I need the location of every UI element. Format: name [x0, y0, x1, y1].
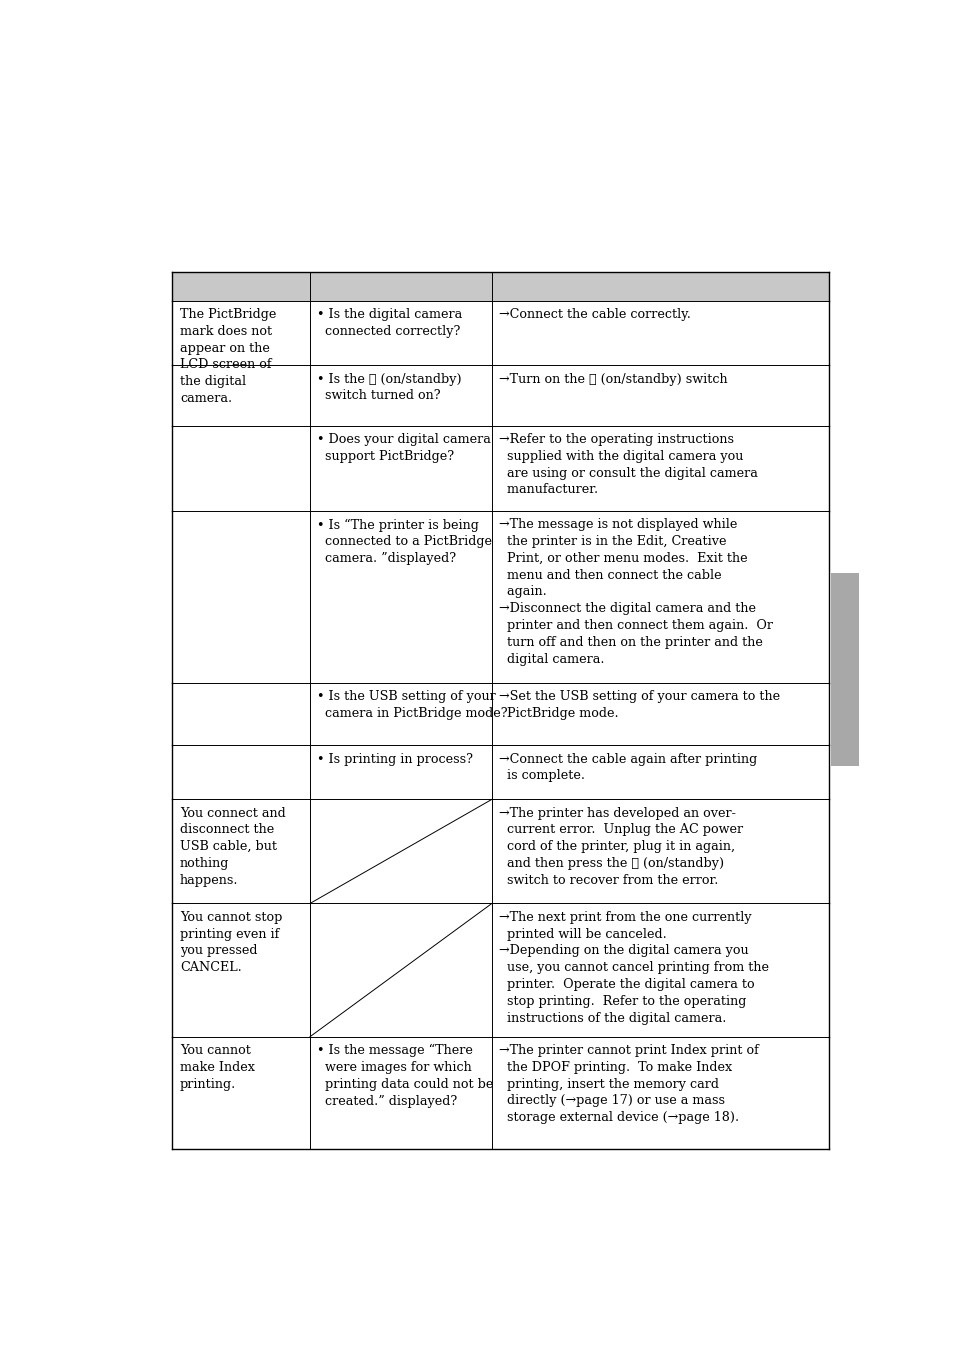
Text: • Is the ⏻ (on/standby)
  switch turned on?: • Is the ⏻ (on/standby) switch turned on…	[317, 373, 461, 403]
Text: • Is “The printer is being
  connected to a PictBridge
  camera. ”displayed?: • Is “The printer is being connected to …	[317, 518, 492, 565]
Text: • Is printing in process?: • Is printing in process?	[317, 753, 473, 765]
Text: →Turn on the ⏻ (on/standby) switch: →Turn on the ⏻ (on/standby) switch	[498, 373, 727, 385]
Text: You cannot stop
printing even if
you pressed
CANCEL.: You cannot stop printing even if you pre…	[180, 911, 282, 975]
Text: →Connect the cable again after printing
  is complete.: →Connect the cable again after printing …	[498, 753, 757, 783]
Text: →The printer has developed an over-
  current error.  Unplug the AC power
  cord: →The printer has developed an over- curr…	[498, 807, 742, 887]
Bar	[172, 272, 828, 300]
Text: • Is the message “There
  were images for which
  printing data could not be
  c: • Is the message “There were images for …	[317, 1044, 494, 1107]
Text: →The message is not displayed while
  the printer is in the Edit, Creative
  Pri: →The message is not displayed while the …	[498, 518, 773, 665]
Text: →Refer to the operating instructions
  supplied with the digital camera you
  ar: →Refer to the operating instructions sup…	[498, 433, 758, 496]
Text: →The printer cannot print Index print of
  the DPOF printing.  To make Index
  p: →The printer cannot print Index print of…	[498, 1044, 759, 1125]
Text: →The next print from the one currently
  printed will be canceled.
→Depending on: →The next print from the one currently p…	[498, 911, 768, 1025]
Text: The PictBridge
mark does not
appear on the
LCD screen of
the digital
camera.: The PictBridge mark does not appear on t…	[180, 308, 276, 406]
Text: You connect and
disconnect the
USB cable, but
nothing
happens.: You connect and disconnect the USB cable…	[180, 807, 285, 887]
Text: • Is the USB setting of your
  camera in PictBridge mode?: • Is the USB setting of your camera in P…	[317, 690, 508, 719]
Text: →Connect the cable correctly.: →Connect the cable correctly.	[498, 308, 690, 320]
Text: • Does your digital camera
  support PictBridge?: • Does your digital camera support PictB…	[317, 433, 491, 462]
Text: • Is the digital camera
  connected correctly?: • Is the digital camera connected correc…	[317, 308, 462, 338]
Text: →Set the USB setting of your camera to the
  PictBridge mode.: →Set the USB setting of your camera to t…	[498, 690, 780, 719]
Text: You cannot
make Index
printing.: You cannot make Index printing.	[180, 1044, 254, 1091]
Bar	[830, 573, 858, 767]
